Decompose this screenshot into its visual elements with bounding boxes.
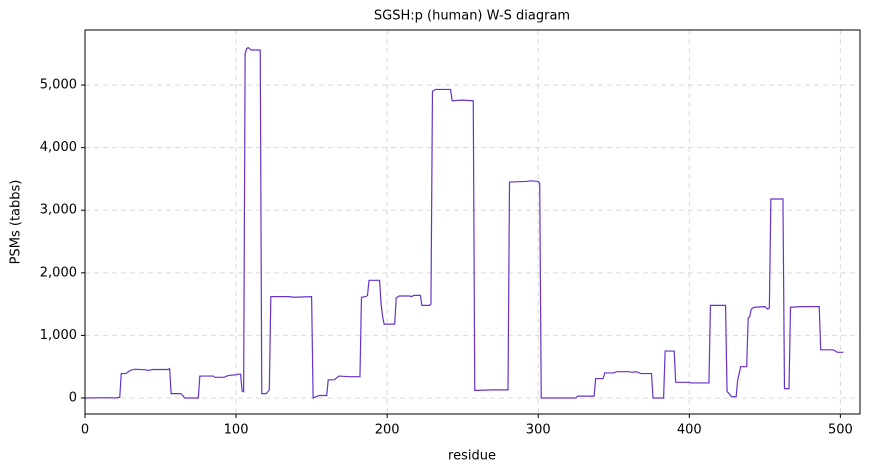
y-tick-label: 1,000 xyxy=(40,328,77,343)
y-tick-label: 3,000 xyxy=(40,203,77,218)
chart-title: SGSH:p (human) W-S diagram xyxy=(374,9,570,24)
x-tick-label: 400 xyxy=(677,423,702,438)
x-tick-label: 100 xyxy=(224,423,249,438)
plot-frame xyxy=(84,29,861,415)
x-tick-label: 500 xyxy=(828,423,853,438)
x-tick-label: 0 xyxy=(81,423,89,438)
x-tick-label: 200 xyxy=(375,423,400,438)
data-line xyxy=(84,46,844,399)
y-tick-label: 4,000 xyxy=(40,140,77,155)
x-axis-label: residue xyxy=(448,449,496,464)
y-tick-label: 2,000 xyxy=(40,265,77,280)
y-tick-label: 5,000 xyxy=(40,78,77,93)
x-tick-label: 300 xyxy=(526,423,551,438)
y-tick-label: 0 xyxy=(69,390,77,405)
y-axis-label: PSMs (tabbs) xyxy=(9,180,24,265)
